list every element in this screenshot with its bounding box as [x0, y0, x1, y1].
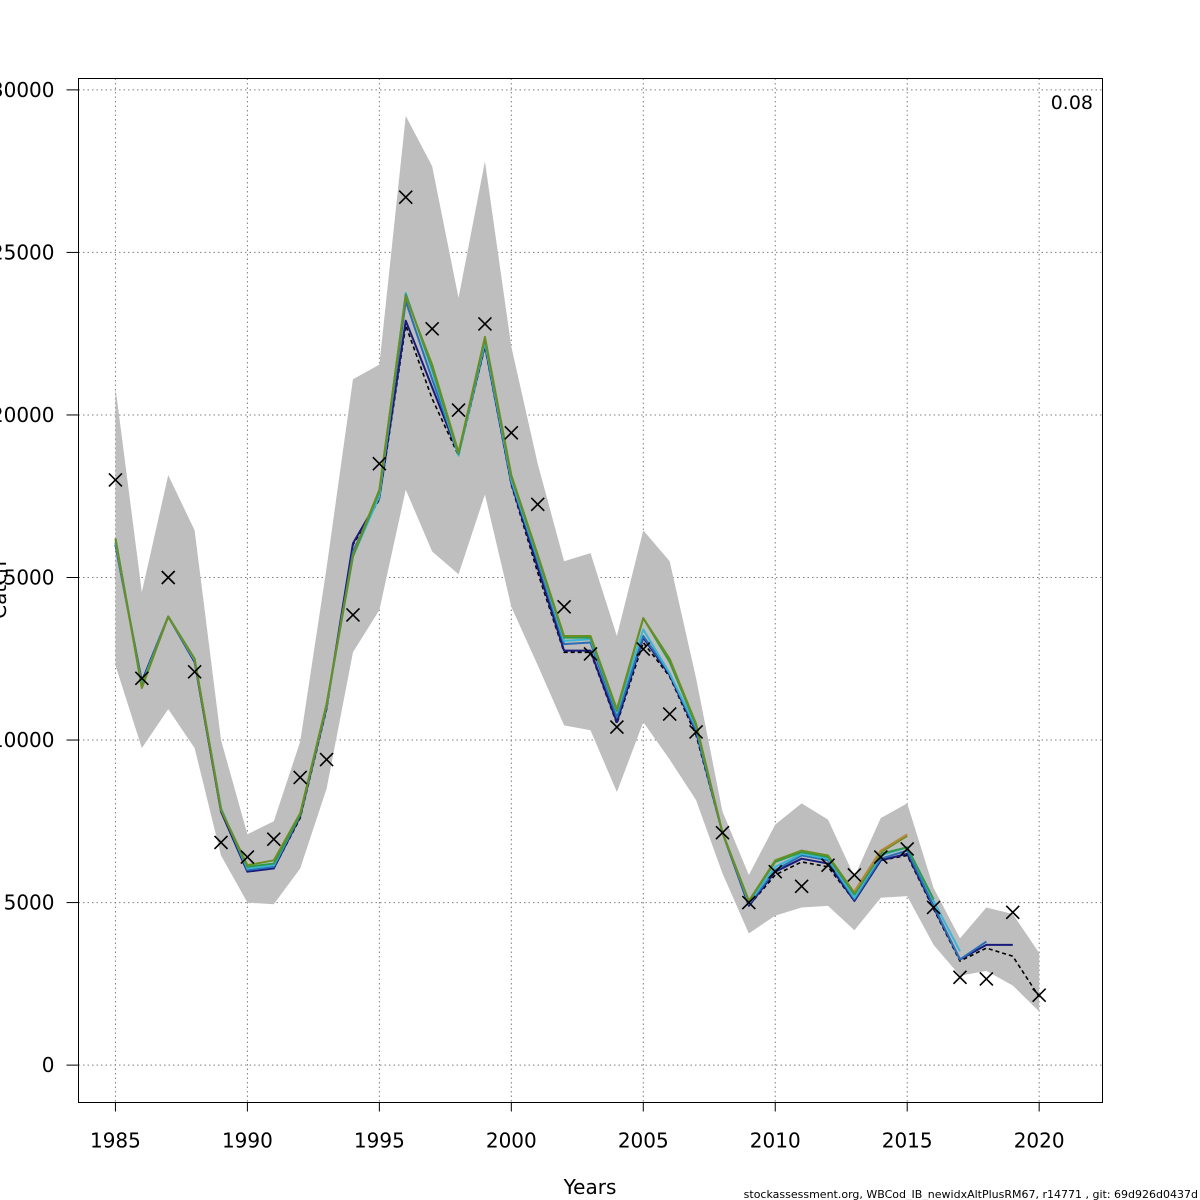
observed-point: [293, 770, 308, 785]
observed-point: [768, 864, 783, 879]
observed-point: [557, 599, 572, 614]
confidence-band-group: [115, 115, 1040, 1012]
axes-group: 1985 1990 1995 2000 2005 2010 2015 2020 0 5000 100…: [0, 78, 1065, 1153]
y-tick-label: 30000: [0, 78, 55, 102]
y-tick-label: 0: [42, 1053, 55, 1077]
observed-point: [1032, 988, 1047, 1003]
y-axis-title: Catch: [0, 561, 11, 619]
x-tick-label: 2010: [750, 1129, 801, 1153]
observed-point: [741, 895, 756, 910]
y-tick-label: 15000: [0, 565, 55, 589]
footer-note: stockassessment.org, WBCod_IB_newidxAltP…: [744, 1188, 1198, 1200]
observed-point: [926, 900, 941, 915]
x-tick-label: 2005: [618, 1129, 669, 1153]
observed-point: [715, 825, 730, 840]
observed-point: [820, 858, 836, 873]
observed-point: [319, 752, 334, 767]
annotation-value: 0.08: [1051, 92, 1093, 114]
series-line-5: [114, 295, 908, 902]
observed-point: [240, 849, 255, 865]
x-tick-label: 2000: [486, 1129, 537, 1153]
observed-point: [213, 835, 229, 850]
y-tick-label: 10000: [0, 728, 55, 752]
observed-point: [398, 190, 413, 205]
x-tick-label: 2020: [1014, 1129, 1065, 1153]
x-tick-label: 1990: [222, 1129, 273, 1153]
observed-point: [161, 570, 176, 585]
observed-point: [609, 719, 624, 735]
confidence-band: [115, 115, 1040, 1012]
plot-frame: [78, 78, 1103, 1103]
series-lines-group: [114, 292, 1040, 998]
observed-point: [187, 664, 202, 679]
observed-point: [425, 321, 440, 336]
observed-point: [952, 970, 968, 985]
observed-point: [108, 472, 123, 488]
observed-point: [477, 316, 492, 332]
observed-point: [345, 607, 361, 622]
observed-point: [900, 841, 915, 857]
observed-point: [873, 849, 888, 865]
observed-point: [372, 456, 387, 471]
x-tick-label: 1985: [90, 1129, 141, 1153]
observed-point: [794, 879, 809, 894]
observed-point: [689, 724, 704, 739]
observed-point: [451, 403, 466, 418]
observed-point: [847, 867, 862, 883]
observed-point: [134, 671, 149, 686]
series-line-6: [853, 833, 908, 892]
x-axis-title: Years: [563, 1175, 617, 1199]
observed-point: [583, 646, 598, 661]
observed-point: [1005, 905, 1020, 920]
observed-point: [662, 706, 677, 722]
y-tick-label: 20000: [0, 403, 55, 427]
x-tick-label: 2015: [882, 1129, 933, 1153]
observed-point: [504, 425, 519, 440]
y-tick-label: 5000: [4, 891, 55, 915]
observed-point: [266, 832, 281, 847]
observed-point: [636, 641, 651, 657]
observed-markers-group: [108, 190, 1047, 1003]
observed-point: [979, 971, 994, 987]
x-tick-label: 1995: [354, 1129, 405, 1153]
y-tick-label: 25000: [0, 240, 55, 264]
observed-point: [530, 497, 545, 512]
